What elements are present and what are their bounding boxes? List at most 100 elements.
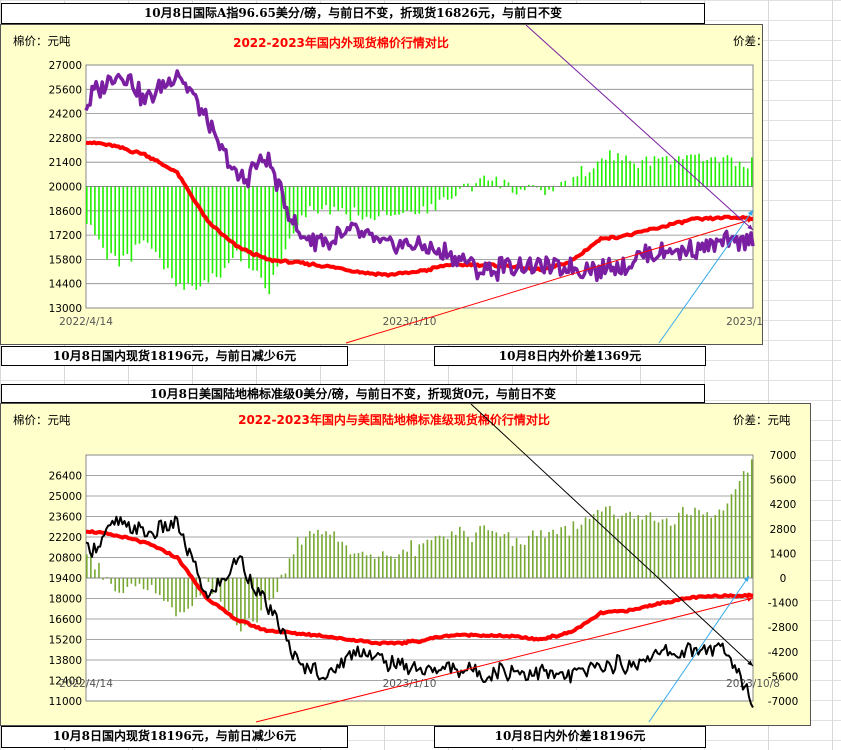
spread-bar [568, 535, 571, 578]
spread-bar [430, 540, 433, 578]
spread-bar [491, 180, 494, 187]
spread-bar [422, 543, 425, 578]
spread-bar [353, 553, 356, 578]
spread-bar [686, 514, 688, 578]
spread-bar [698, 153, 700, 187]
spread-bar [645, 515, 648, 578]
spread-bar [353, 186, 356, 208]
spread-bar [629, 511, 631, 578]
spread-bar [592, 168, 595, 187]
spread-bar [536, 186, 538, 188]
spread-bar [369, 186, 372, 219]
spread-bar [710, 517, 713, 578]
y-tick-label: 14400 [49, 279, 82, 291]
spread-bar [154, 186, 157, 252]
spread-bar [118, 578, 121, 593]
spread-bar [690, 515, 692, 578]
spread-bar [572, 521, 575, 578]
annotation-arrowhead [747, 218, 753, 223]
y2-tick-label: -4200 [768, 647, 799, 659]
spread-bar [414, 556, 417, 578]
spread-bar [746, 168, 749, 187]
spread-bar [146, 186, 149, 243]
spread-bar [564, 180, 567, 187]
spread-bar [154, 578, 157, 594]
spread-bar [280, 574, 283, 578]
spread-bar [158, 186, 161, 259]
spread-bar [556, 534, 558, 578]
spread-bar [219, 578, 222, 602]
spread-bar [523, 186, 526, 191]
y-axis-label: 棉价：元吨 [13, 34, 71, 48]
spread-bar [199, 186, 202, 287]
spread-bar [661, 157, 664, 187]
spread-bar [653, 520, 656, 578]
spread-bar [515, 537, 518, 578]
y-tick-label: 22200 [49, 532, 82, 544]
spread-bar [592, 514, 595, 578]
spread-bar [503, 179, 506, 187]
spread-bar [260, 186, 262, 278]
spread-bar [673, 524, 676, 578]
spread-bar [138, 186, 141, 244]
spread-bar [227, 186, 230, 264]
y-tick-label: 25000 [49, 491, 82, 503]
spread-bar [714, 157, 717, 187]
spread-bar [682, 159, 684, 187]
spread-bar [430, 186, 433, 205]
spread-bar [187, 186, 189, 284]
y2-tick-label: 7000 [770, 450, 797, 462]
spread-bar [544, 186, 546, 195]
chart-svg-1: 13000 14400 15800 17200 18600 20000 21400 22800… [13, 25, 762, 344]
y-tick-label: 18600 [49, 206, 82, 218]
spread-bar [475, 183, 477, 187]
spread-bar [264, 578, 267, 603]
caption-top-1: 10月8日国际A指96.65美分/磅，与前日不变，折现货16826元，与前日不变 [1, 3, 705, 24]
spread-bar [605, 159, 607, 187]
y2-tick-label: -2800 [768, 622, 799, 634]
spread-bar [532, 530, 534, 578]
spread-bar [633, 163, 635, 187]
spread-bar [746, 472, 749, 578]
chart-title: 2022-2023年国内与美国陆地棉标准级现货棉价行情对比 [238, 412, 550, 427]
y-tick-label: 24200 [49, 109, 82, 121]
annotation-line [525, 25, 754, 231]
spread-bar [483, 175, 485, 187]
spread-bar [252, 186, 254, 271]
annotation-line [345, 218, 754, 344]
spread-bar [329, 186, 331, 215]
spread-bar [179, 186, 181, 284]
spread-bar [588, 172, 591, 187]
spread-bar [175, 578, 177, 617]
spread-bar [240, 578, 242, 632]
spread-bar [552, 529, 554, 578]
spread-bar [163, 186, 165, 270]
annotation-arrowhead [747, 597, 753, 602]
spread-bar [114, 186, 116, 256]
spread-bar [483, 525, 485, 578]
y-tick-label: 17200 [49, 230, 82, 242]
spread-bar [98, 186, 100, 240]
spread-bar [349, 554, 352, 578]
spread-bar [706, 512, 708, 578]
spread-bar [467, 536, 469, 578]
spread-bar [252, 578, 254, 622]
y-tick-label: 11000 [49, 696, 82, 708]
spread-bar [548, 186, 550, 190]
spread-bar [122, 578, 125, 594]
spread-bar [527, 184, 530, 187]
y2-tick-label: 0 [780, 573, 787, 585]
spread-bar [726, 155, 729, 187]
spread-bar [641, 160, 644, 187]
spread-bar [511, 186, 514, 193]
spread-bar [264, 186, 267, 289]
spread-bar [150, 186, 153, 249]
annotation-arrowhead [747, 660, 753, 666]
spread-bar [122, 186, 125, 256]
spread-bar [742, 167, 745, 187]
spread-bar [288, 558, 291, 578]
spread-bar [106, 186, 108, 260]
spread-bar [613, 514, 615, 578]
x-tick-label: 2023/1/10 [383, 316, 437, 328]
spread-bar [138, 578, 141, 584]
